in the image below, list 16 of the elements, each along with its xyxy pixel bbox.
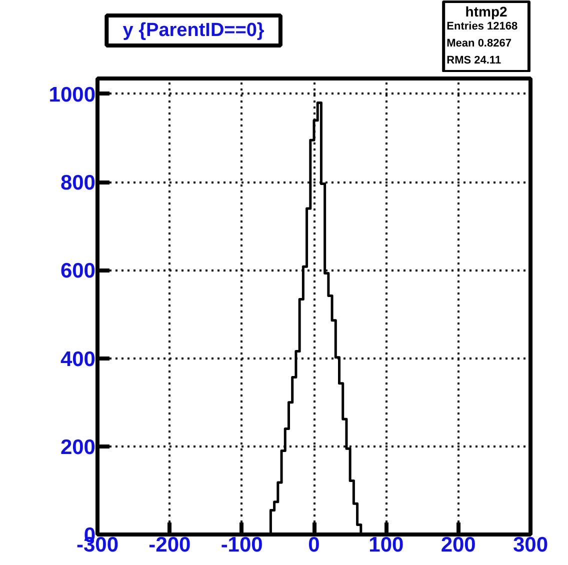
y-tick-label: 800: [60, 172, 96, 195]
x-tick-label: -100: [220, 534, 263, 556]
x-tick-label: 300: [512, 534, 548, 556]
y-tick-label: 600: [60, 260, 96, 283]
text: htmp2: [465, 4, 508, 20]
y-tick-label: 1000: [48, 83, 96, 106]
chart-title: y {ParentID==0}: [122, 20, 265, 41]
x-tick-label: 200: [440, 534, 476, 556]
text: Mean 0.8267: [446, 38, 512, 50]
x-tick-label: 0: [308, 534, 320, 556]
text: RMS 24.11: [446, 54, 502, 66]
x-tick-label: 100: [368, 534, 404, 556]
y-tick-label: 400: [60, 348, 96, 371]
y-tick-label: 200: [60, 436, 96, 459]
x-tick-label: -200: [148, 534, 191, 556]
text: Entries 12168: [446, 20, 518, 32]
